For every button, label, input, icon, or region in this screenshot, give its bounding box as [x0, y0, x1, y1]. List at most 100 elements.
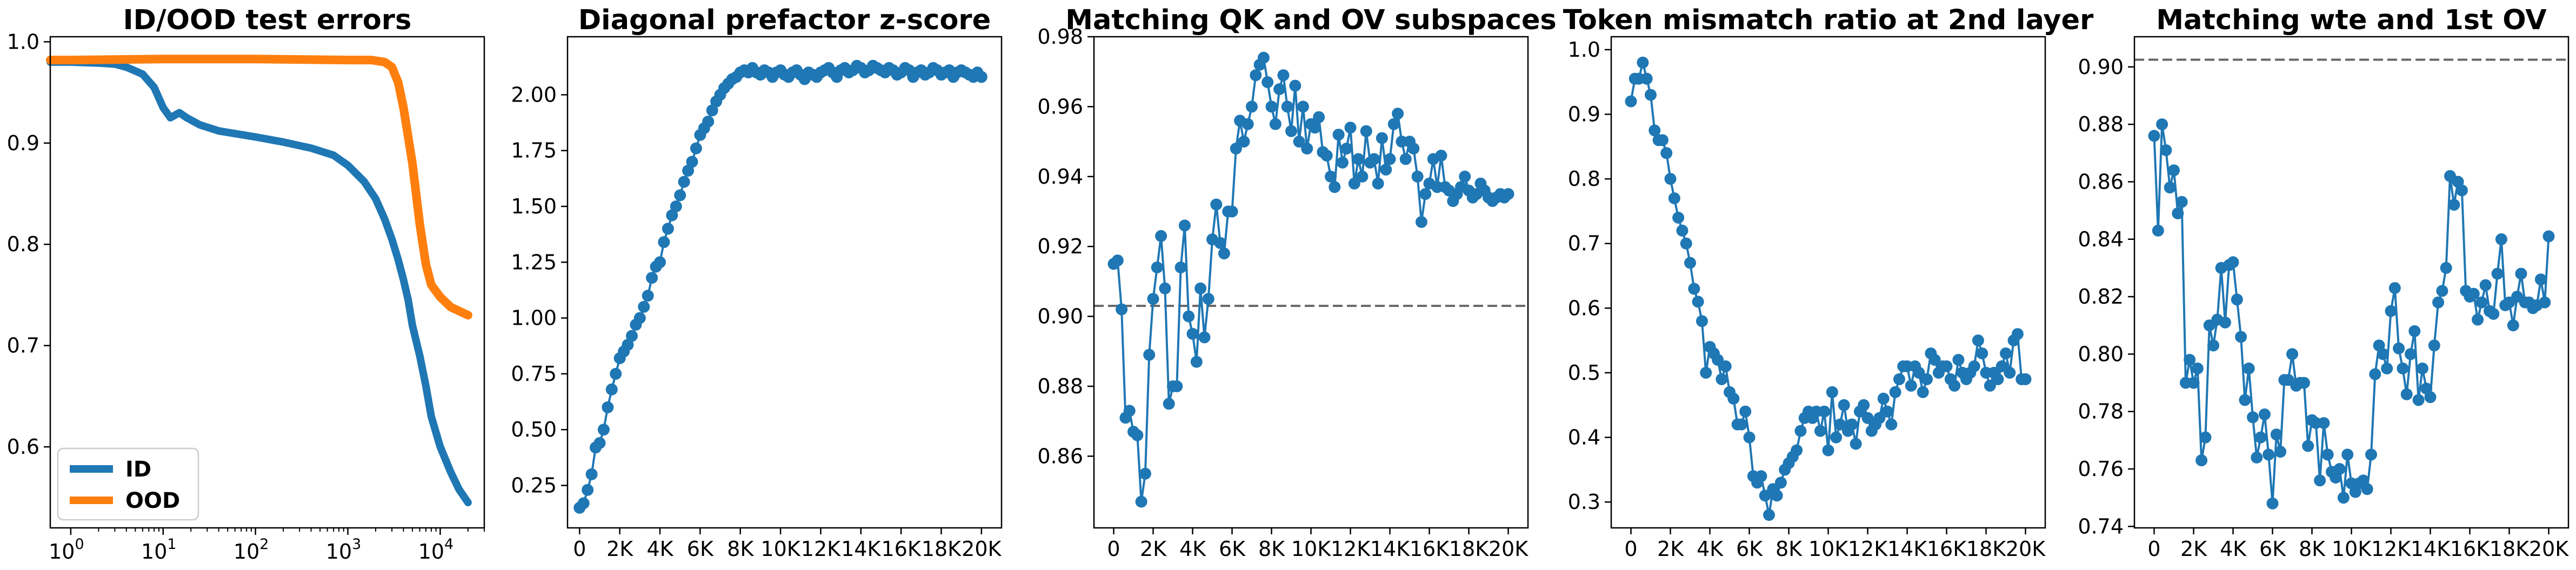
- data-point: [1246, 100, 1258, 113]
- data-point: [1415, 216, 1427, 228]
- y-tick-label: 0.88: [1037, 374, 1083, 398]
- y-tick-label: 0.92: [1037, 234, 1083, 258]
- data-point: [1696, 315, 1708, 327]
- y-tick-label: 0.8: [1568, 167, 1600, 191]
- chart-title: Matching wte and 1st OV: [2156, 4, 2547, 36]
- data-point: [1384, 153, 1396, 165]
- data-point: [1147, 293, 1159, 305]
- y-tick-label: 0.75: [511, 362, 557, 386]
- x-tick-label: 2K: [2180, 537, 2207, 561]
- data-point: [2397, 363, 2409, 374]
- x-tick-label: 102: [233, 536, 269, 564]
- data-point: [1917, 386, 1929, 398]
- data-point: [1877, 392, 1890, 405]
- data-point: [1151, 261, 1163, 273]
- data-point: [1649, 124, 1661, 137]
- x-tick-label: 101: [141, 536, 177, 564]
- y-tick-label: 0.6: [7, 435, 39, 459]
- data-point: [2298, 377, 2310, 389]
- chart-title: ID/OOD test errors: [123, 4, 412, 36]
- y-tick-label: 0.98: [1037, 25, 1083, 49]
- data-point: [585, 468, 598, 480]
- x-tick-label: 12K: [1331, 537, 1371, 561]
- data-point: [2381, 363, 2393, 374]
- data-point: [2408, 325, 2421, 337]
- data-point: [2187, 377, 2200, 389]
- data-point: [1387, 118, 1400, 130]
- data-point: [1996, 360, 2008, 372]
- x-tick-label: 14K: [1370, 537, 1410, 561]
- data-point: [1676, 224, 1689, 237]
- data-point: [2428, 339, 2440, 352]
- data-point: [1759, 489, 1771, 502]
- x-tick-label: 10K: [2332, 537, 2372, 561]
- data-point: [622, 339, 634, 351]
- data-point: [1664, 173, 1677, 185]
- axes-frame: [49, 36, 485, 529]
- data-point: [642, 290, 654, 302]
- data-point: [2542, 230, 2555, 243]
- chart-title: Matching QK and OV subspaces: [1065, 4, 1557, 36]
- data-point: [975, 71, 987, 83]
- data-point: [1928, 354, 1941, 366]
- x-tick-label: 6K: [2259, 537, 2286, 561]
- data-point: [1372, 177, 1384, 190]
- data-point: [2467, 287, 2480, 300]
- data-point: [674, 189, 686, 202]
- data-point: [1348, 177, 1360, 190]
- data-point: [1940, 360, 1953, 372]
- data-point: [1755, 470, 1767, 482]
- y-tick-label: 1.0: [1568, 38, 1600, 62]
- data-point: [1340, 143, 1353, 155]
- data-point: [2258, 408, 2271, 420]
- data-point: [1218, 247, 1230, 260]
- data-point: [2487, 308, 2500, 320]
- data-point: [626, 330, 638, 342]
- x-tick-label: 4K: [1179, 537, 1206, 561]
- data-point: [1743, 431, 1756, 444]
- x-tick-label: 10K: [760, 537, 800, 561]
- x-tick-label: 14K: [1887, 537, 1927, 561]
- data-point: [2515, 267, 2527, 280]
- y-tick-label: 0.82: [2078, 285, 2124, 309]
- data-point: [2377, 348, 2389, 360]
- x-tick-label: 0: [573, 537, 586, 561]
- legend-label-id: ID: [125, 457, 151, 482]
- x-tick-label: 100: [49, 536, 84, 564]
- data-point: [1171, 380, 1183, 392]
- data-point: [2274, 446, 2287, 458]
- data-point: [2266, 497, 2279, 509]
- data-point: [1976, 347, 1988, 360]
- y-tick-label: 0.5: [1568, 361, 1600, 385]
- y-tick-label: 1.50: [511, 195, 557, 218]
- data-point: [1952, 354, 1965, 366]
- data-point: [2534, 273, 2547, 286]
- axes-frame: [1093, 36, 1529, 529]
- data-point: [1992, 373, 2004, 385]
- x-tick-label: 0: [1107, 537, 1120, 561]
- y-tick-label: 1.00: [511, 306, 557, 330]
- data-point: [2160, 144, 2172, 156]
- data-point: [2495, 233, 2507, 245]
- series-line-id: [46, 58, 472, 507]
- data-point: [1407, 143, 1420, 155]
- data-point: [1984, 379, 1996, 392]
- y-tick-label: 0.78: [2078, 400, 2124, 424]
- data-point: [2369, 368, 2381, 380]
- x-tick-label: 0: [1624, 537, 1637, 561]
- data-point: [1238, 136, 1250, 148]
- data-point: [2251, 451, 2263, 464]
- data-point: [1913, 366, 1925, 379]
- chart-title: Diagonal prefactor z-score: [578, 4, 991, 36]
- data-point: [1336, 156, 1349, 169]
- data-point: [1763, 509, 1775, 521]
- data-point: [1885, 418, 1898, 431]
- x-tick-label: 6K: [687, 537, 714, 561]
- data-point: [670, 200, 682, 212]
- data-point: [1645, 89, 1657, 101]
- x-tick-label: 18K: [922, 537, 962, 561]
- data-point: [1352, 153, 1365, 165]
- chart-title: Token mismatch ratio at 2nd layer: [1563, 4, 2094, 36]
- data-point: [654, 256, 666, 269]
- data-point: [1873, 412, 1886, 424]
